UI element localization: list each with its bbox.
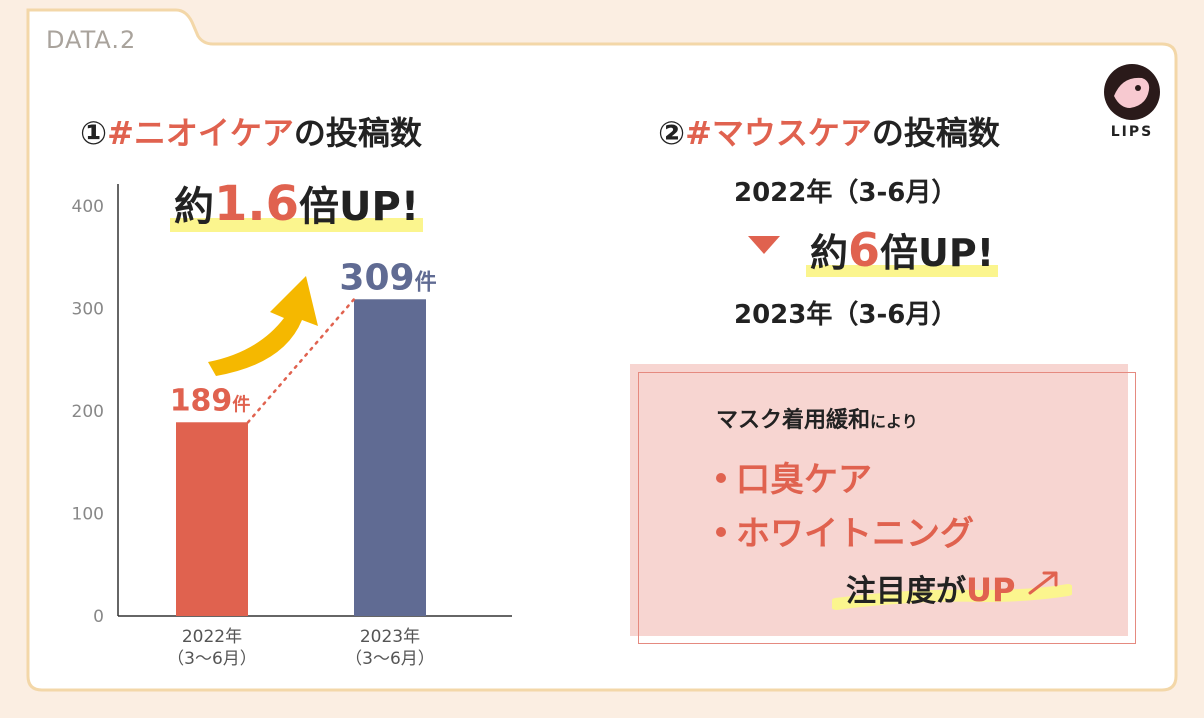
note-ending-main: 注目度が [846,574,966,609]
note-ending-up: UP [966,571,1016,609]
y-tick-label: 400 [72,197,104,217]
left-callout-number: 1.6 [214,176,300,232]
bullet-dot-icon [716,472,726,483]
right-callout-number: 6 [848,223,881,277]
right-heading: ②#マウスケアの投稿数 [658,108,1000,154]
x-tick-label: （3〜6月） [167,649,257,669]
bar-309 [354,299,426,616]
data-label-309: 309件 [339,257,436,298]
right-callout-post: 倍UP! [880,231,995,275]
growth-arrow-icon [208,276,318,376]
note-bullet-2-text: ホワイトニング [736,514,974,554]
down-triangle-icon [748,236,780,254]
note-intro-main: マスク着用緩和 [716,408,871,433]
note-intro-small: により [870,412,918,431]
data-label-unit: 件 [232,393,250,415]
data-label-189: 189件 [170,383,251,418]
left-heading: ①#ニオイケアの投稿数 [80,108,422,154]
bullet-dot-icon [716,526,726,537]
logo-text: LIPS [1110,124,1154,140]
data-label-value: 189 [170,383,233,418]
note-bullet-1-text: 口臭ケア [736,460,872,500]
left-heading-suffix: の投稿数 [293,114,422,152]
note-bullet-2: ホワイトニング [716,506,974,555]
right-heading-number: ② [658,114,686,152]
bar-189 [176,422,248,616]
right-heading-suffix: の投稿数 [871,114,1000,152]
bar-chart: 0100200300400189件309件2022年（3〜6月）2023年（3〜… [72,184,512,669]
left-heading-hashtag: #ニオイケア [107,114,294,152]
note-ending: 注目度がUP [832,566,1072,610]
year-from: 2022年（3-6月） [734,178,958,208]
note-intro: マスク着用緩和により [716,402,918,434]
right-heading-hashtag: #マウスケア [685,114,872,152]
x-tick-label: 2023年 [360,627,420,647]
x-tick-label: 2022年 [182,627,242,647]
y-tick-label: 300 [72,300,104,320]
data-label-unit: 件 [415,270,437,295]
right-callout: 約6倍UP! [806,222,999,277]
right-callout-pre: 約 [810,231,849,275]
left-callout: 約1.6倍UP! [170,174,424,232]
lips-logo-icon [1104,64,1160,120]
note-ending-underline [832,584,1072,610]
trend-connector [246,298,356,424]
data-label-value: 309 [339,257,414,298]
left-callout-pre: 約 [174,184,214,230]
data-tag: DATA.2 [46,26,137,54]
up-arrow-icon [1028,571,1058,595]
note-box-border [638,372,1136,644]
y-tick-label: 0 [93,607,104,627]
year-to: 2023年（3-6月） [734,300,958,330]
left-callout-post: 倍UP! [299,184,420,230]
x-tick-label: （3〜6月） [345,649,435,669]
left-heading-number: ① [80,114,108,152]
note-bullet-1: 口臭ケア [716,452,872,501]
y-tick-label: 200 [72,402,104,422]
lips-logo: LIPS [1100,64,1164,144]
y-tick-label: 100 [72,505,104,525]
